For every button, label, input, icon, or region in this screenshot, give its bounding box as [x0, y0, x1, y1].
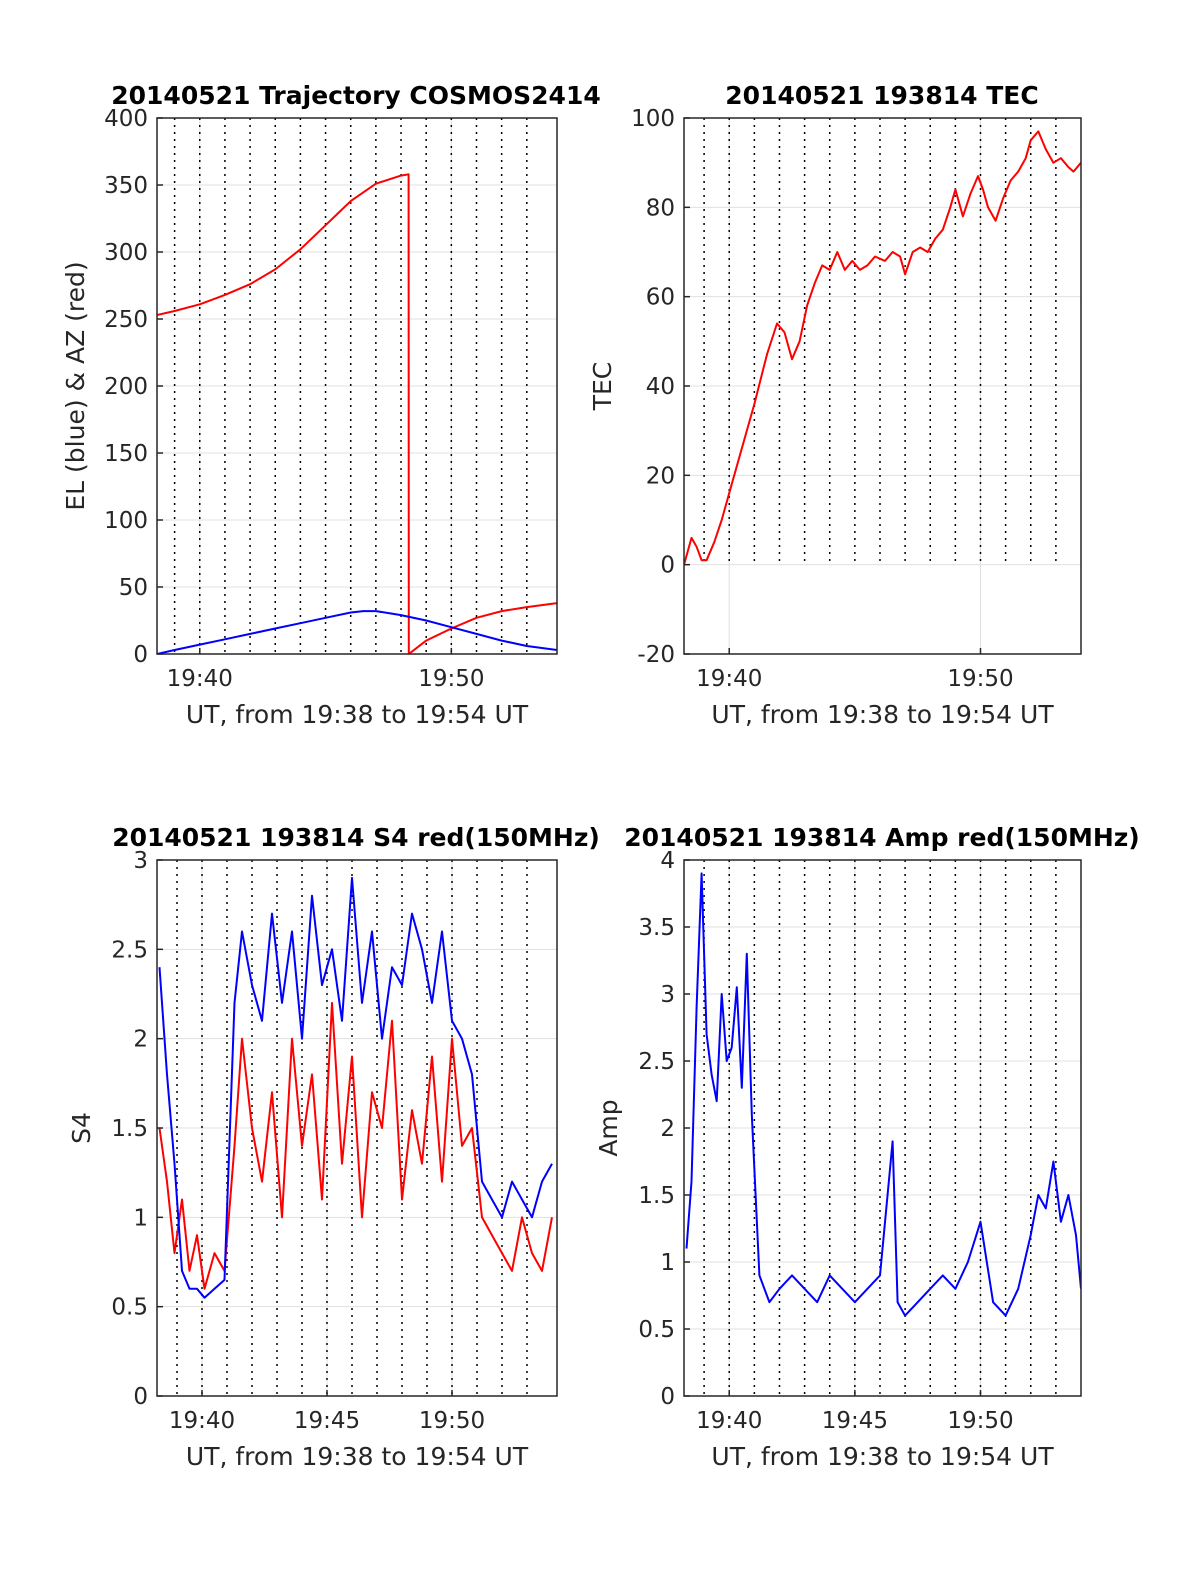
x-axis-label: UT, from 19:38 to 19:54 UT: [186, 700, 529, 729]
y-tick-label: 0: [660, 1384, 675, 1410]
x-tick-label: 19:40: [696, 1408, 762, 1434]
x-axis-label: UT, from 19:38 to 19:54 UT: [711, 700, 1054, 729]
y-tick-label: 4: [660, 848, 675, 874]
y-tick-label: 3: [133, 848, 148, 874]
x-tick-label: 19:40: [169, 1408, 235, 1434]
y-tick-label: 400: [104, 106, 148, 132]
y-axis-label: Amp: [594, 1099, 623, 1156]
y-tick-label: 0.5: [111, 1295, 148, 1321]
series-line-1: [157, 173, 557, 654]
series-line-1: [685, 872, 1081, 1317]
y-tick-label: 3: [660, 982, 675, 1008]
chart-3: 0 0.5 1 1.5 2 2.5 3 19:40 19:45 19:50 20140521 193…: [67, 823, 600, 1471]
x-tick-label: 19:45: [294, 1408, 360, 1434]
y-tick-label: 250: [104, 307, 148, 333]
y-tick-label: 50: [119, 575, 148, 601]
y-tick-label: 2.5: [638, 1049, 675, 1075]
x-tick-label: 19:40: [167, 666, 233, 692]
y-tick-label: 1.5: [111, 1116, 148, 1142]
y-tick-label: 2: [660, 1116, 675, 1142]
y-tick-label: -20: [637, 642, 675, 668]
series-line-2: [158, 876, 553, 1299]
chart-title: 20140521 193814 TEC: [725, 81, 1038, 110]
y-tick-label: 150: [104, 441, 148, 467]
y-tick-label: 40: [646, 374, 675, 400]
y-tick-label: 300: [104, 240, 148, 266]
chart-title: 20140521 193814 Amp red(150MHz): [624, 823, 1140, 852]
y-tick-label: 100: [631, 106, 675, 132]
y-tick-label: 20: [646, 463, 675, 489]
y-axis-label: S4: [67, 1112, 96, 1144]
y-tick-label: 1.5: [638, 1183, 675, 1209]
y-tick-label: 60: [646, 285, 675, 311]
y-tick-label: 2.5: [111, 937, 148, 963]
chart-title: 20140521 193814 S4 red(150MHz): [112, 823, 600, 852]
x-tick-label: 19:50: [947, 666, 1013, 692]
y-tick-label: 0.5: [638, 1317, 675, 1343]
x-tick-label: 19:50: [947, 1408, 1013, 1434]
x-tick-label: 19:45: [822, 1408, 888, 1434]
chart-4: 0 0.5 1 1.5 2 2.5 3 3.5 4 19:40 19:45 19:50 20140521…: [594, 823, 1140, 1471]
x-tick-label: 19:50: [419, 1408, 485, 1434]
y-tick-label: 0: [133, 1384, 148, 1410]
y-tick-label: 350: [104, 173, 148, 199]
y-tick-label: 2: [133, 1027, 148, 1053]
y-axis-label: TEC: [588, 362, 617, 412]
chart-2: -20 0 20 40 60 80 100 19:40 19:50 20140521 193814…: [588, 81, 1082, 729]
chart-1: 0 50 100 150 200 250 300 350 400 19:40 19:50 201405…: [61, 81, 601, 729]
series-line-1: [684, 130, 1081, 565]
x-axis-label: UT, from 19:38 to 19:54 UT: [711, 1442, 1054, 1471]
y-tick-label: 3.5: [638, 915, 675, 941]
y-tick-label: 0: [660, 553, 675, 579]
y-tick-label: 200: [104, 374, 148, 400]
x-tick-label: 19:50: [418, 666, 484, 692]
y-tick-label: 1: [133, 1205, 148, 1231]
y-tick-label: 100: [104, 508, 148, 534]
y-tick-label: 0: [133, 642, 148, 668]
x-tick-label: 19:40: [696, 666, 762, 692]
y-tick-label: 80: [646, 195, 675, 221]
x-axis-label: UT, from 19:38 to 19:54 UT: [186, 1442, 529, 1471]
y-axis-label: EL (blue) & AZ (red): [61, 261, 90, 510]
chart-title: 20140521 Trajectory COSMOS2414: [111, 81, 601, 110]
series-line-2: [157, 610, 557, 654]
y-tick-label: 1: [660, 1250, 675, 1276]
series-line-1: [158, 1001, 553, 1290]
